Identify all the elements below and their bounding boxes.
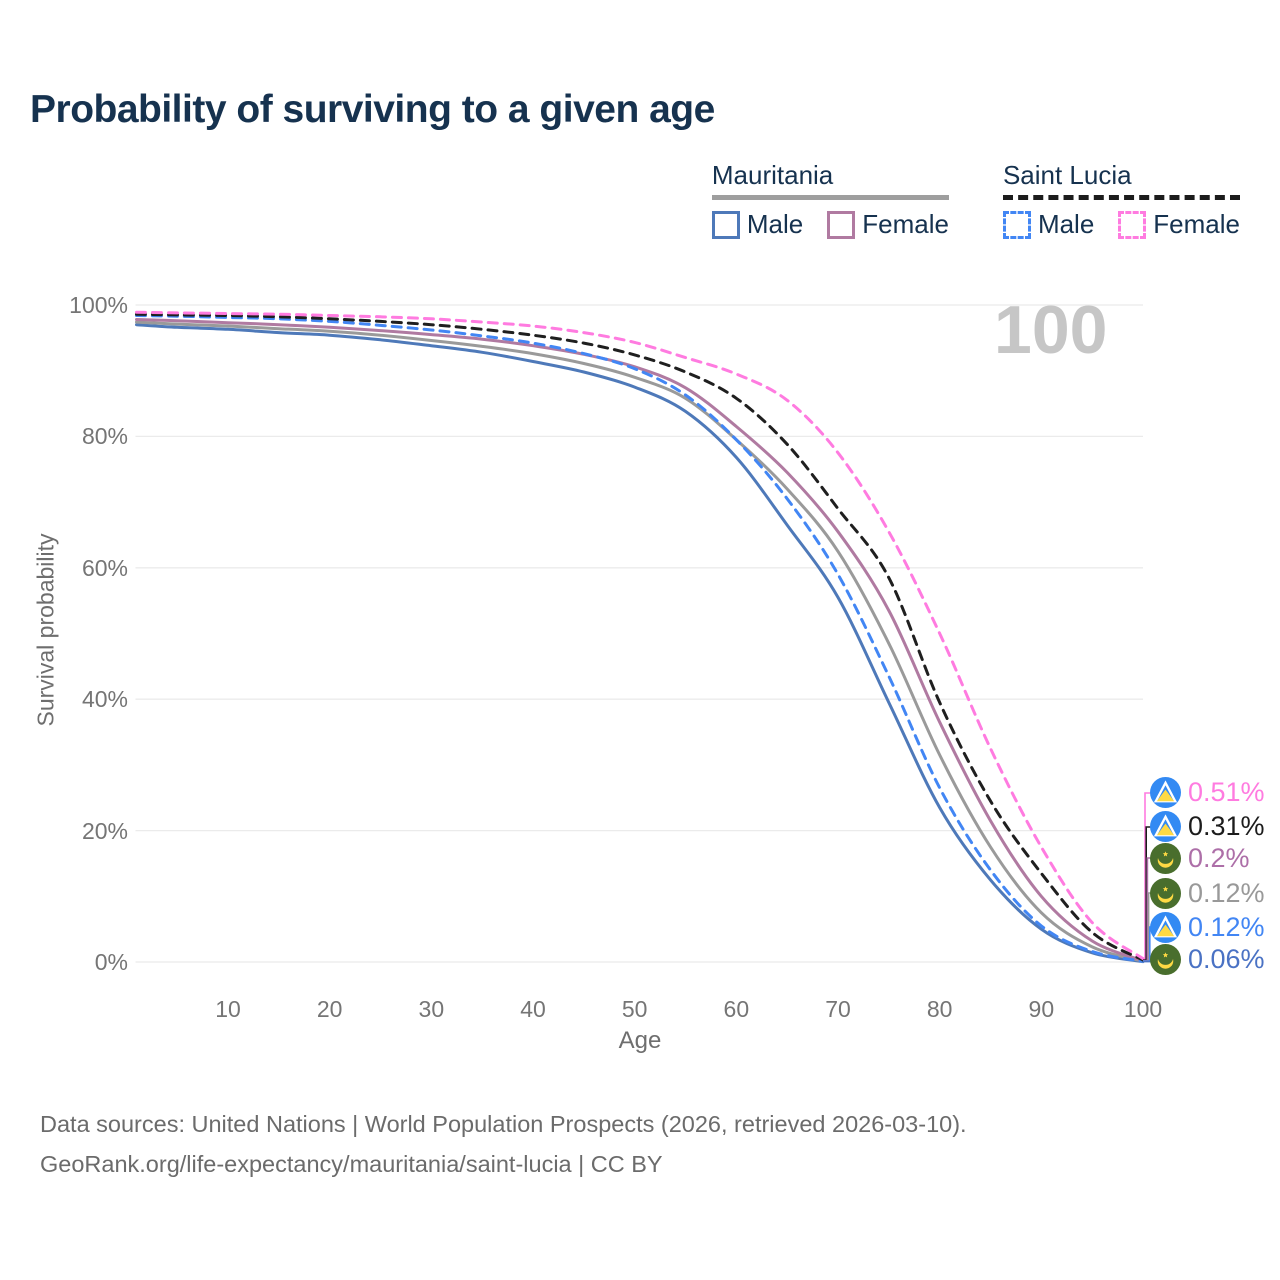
legend-header-saint-lucia[interactable]: Saint Lucia [1002, 160, 1132, 190]
mauritania-flag-icon [1150, 878, 1181, 909]
end-label-value: 0.12% [1188, 878, 1265, 908]
legend: Mauritania Male Female Saint Lucia Male … [711, 160, 1240, 240]
saint-lucia-female-swatch [1118, 210, 1147, 239]
saint-lucia-flag-icon [1150, 811, 1181, 842]
curve-saint-lucia-female [135, 310, 1145, 961]
curve-saint-lucia-male [135, 314, 1145, 963]
legend-item-saint-lucia-male[interactable]: Male [1002, 209, 1095, 240]
saint-lucia-flag-icon [1150, 777, 1181, 808]
end-label-mauritania-all[interactable]: 0.12% [1150, 878, 1265, 909]
mauritania-male-swatch [711, 210, 740, 239]
x-tick-label-50: 50 [621, 996, 648, 1022]
y-tick-label-80%: 80% [81, 423, 128, 450]
y-tick-label-0%: 0% [94, 949, 128, 975]
x-tick-label-30: 30 [418, 996, 445, 1022]
end-label-saint-lucia-male[interactable]: 0.12% [1150, 912, 1265, 943]
end-label-value: 0.12% [1188, 912, 1265, 942]
x-tick-label-20: 20 [316, 996, 343, 1022]
x-axis-title: Age [618, 1027, 662, 1054]
curve-mauritania-female [135, 318, 1145, 963]
attribution-line: GeoRank.org/life-expectancy/mauritania/s… [40, 1151, 663, 1177]
end-label-mauritania-female[interactable]: 0.2% [1150, 843, 1250, 874]
legend-item-label: Male [746, 209, 804, 239]
data-sources-note: Data sources: United Nations | World Pop… [40, 1104, 967, 1184]
legend-group-mauritania: Mauritania Male Female [711, 160, 949, 240]
y-tick-label-60%: 60% [81, 554, 128, 581]
mauritania-line-style-sample [711, 195, 949, 200]
curve-mauritania-all [135, 320, 1145, 963]
legend-item-mauritania-male[interactable]: Male [711, 209, 804, 240]
legend-item-mauritania-female[interactable]: Female [827, 209, 949, 240]
end-label-saint-lucia-all[interactable]: 0.31% [1150, 811, 1265, 842]
mauritania-flag-icon [1150, 843, 1181, 874]
age-watermark: 100 [994, 292, 1108, 368]
y-tick-label-100%: 100% [69, 292, 128, 318]
x-tick-label-100: 100 [1123, 996, 1163, 1022]
y-tick-label-40%: 40% [81, 686, 128, 713]
legend-item-saint-lucia-female[interactable]: Female [1118, 209, 1240, 240]
end-label-value: 0.51% [1188, 777, 1265, 807]
x-tick-label-70: 70 [825, 996, 851, 1022]
end-label-connector-saint-lucia-female [1143, 792, 1151, 960]
mauritania-flag-icon [1150, 944, 1181, 975]
end-label-value: 0.2% [1188, 843, 1250, 873]
curve-mauritania-male [135, 323, 1145, 964]
y-tick-label-20%: 20% [81, 817, 128, 844]
x-tick-label-10: 10 [215, 996, 241, 1022]
data-sources-line: Data sources: United Nations | World Pop… [40, 1111, 967, 1137]
curve-saint-lucia-all [135, 312, 1145, 962]
x-tick-label-40: 40 [520, 996, 546, 1022]
end-label-mauritania-male[interactable]: 0.06% [1150, 944, 1265, 975]
mauritania-female-swatch [827, 210, 856, 239]
legend-item-label: Male [1037, 209, 1095, 239]
end-label-value: 0.06% [1188, 944, 1265, 974]
saint-lucia-flag-icon [1150, 912, 1181, 943]
legend-item-label: Female [1153, 209, 1240, 239]
saint-lucia-line-style-sample [1002, 195, 1240, 200]
x-tick-label-60: 60 [723, 996, 750, 1022]
page-title: Probability of surviving to a given age [30, 88, 715, 131]
end-label-value: 0.31% [1188, 811, 1265, 841]
saint-lucia-male-swatch [1002, 210, 1031, 239]
end-label-saint-lucia-female[interactable]: 0.51% [1150, 777, 1265, 808]
x-tick-label-80: 80 [926, 996, 953, 1022]
x-tick-label-90: 90 [1028, 996, 1055, 1022]
legend-group-saint-lucia: Saint Lucia Male Female [1002, 160, 1240, 240]
legend-item-label: Female [862, 209, 949, 239]
legend-header-mauritania[interactable]: Mauritania [711, 160, 834, 190]
